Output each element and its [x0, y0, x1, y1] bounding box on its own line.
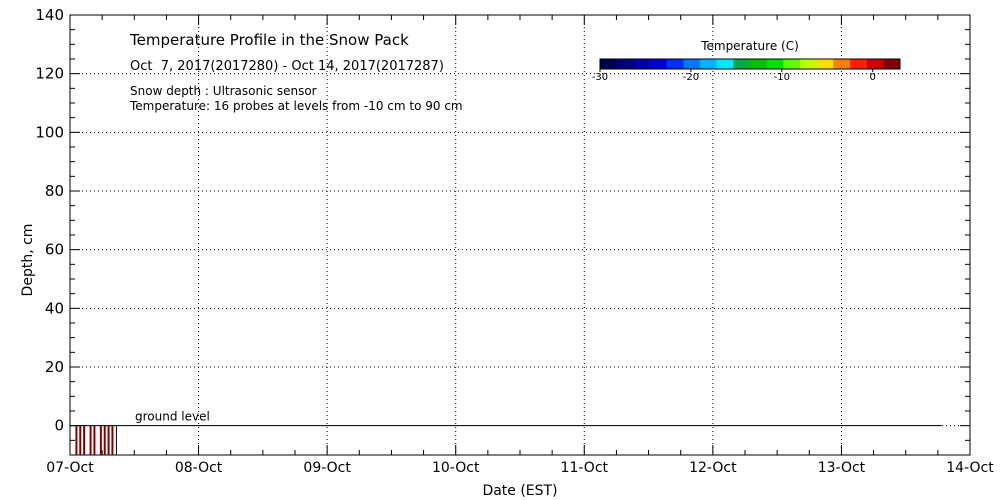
temperature-strip [103, 425, 106, 455]
x-tick-label: 10-Oct [432, 460, 480, 476]
colorbar-cell [850, 59, 867, 69]
ground-level-label: ground level [135, 410, 210, 424]
chart-title: Temperature Profile in the Snow Pack [129, 31, 409, 49]
colorbar-frame [599, 58, 901, 70]
colorbar-cell [700, 59, 717, 69]
temperature-strip [75, 425, 78, 455]
temperature-strip [83, 425, 86, 455]
x-axis-label: Date (EST) [482, 483, 557, 499]
y-tick-label: 120 [35, 65, 64, 83]
date-range: Oct 7, 2017(2017280) - Oct 14, 2017(2017… [130, 59, 444, 74]
colorbar-title: Temperature (C) [700, 39, 799, 53]
colorbar-tick-label: -20 [683, 72, 699, 83]
colorbar-cell [816, 59, 834, 69]
x-tick-label: 07-Oct [46, 460, 94, 476]
y-tick-label: 20 [45, 358, 64, 376]
y-tick-label: 60 [45, 241, 64, 259]
colorbar-cell [766, 59, 784, 69]
x-tick-label: 14-Oct [946, 460, 994, 476]
colorbar-cell [733, 59, 751, 69]
x-tick-labels: 07-Oct 08-Oct 09-Oct 10-Oct 11-Oct 12-Oct 13-O… [46, 460, 994, 476]
temperature-strip [107, 425, 110, 455]
colorbar-cell [883, 59, 901, 69]
grid [70, 15, 970, 455]
snow-depth-note: Snow depth : Ultrasonic sensor [130, 84, 317, 98]
temperature-strip [89, 425, 92, 455]
colorbar: Temperature (C) -30 -20 -10 0 [592, 39, 901, 83]
colorbar-cell [683, 59, 701, 69]
y-tick-label: 40 [45, 299, 64, 317]
y-tick-labels: 0 20 40 60 80 100 120 140 [35, 6, 64, 435]
temperature-note: Temperature: 16 probes at levels from -1… [129, 99, 463, 113]
colorbar-tick-label: -10 [774, 72, 790, 83]
colorbar-cell [750, 59, 767, 69]
y-tick-label: 140 [35, 6, 64, 24]
colorbar-cells [599, 58, 901, 70]
colorbar-cell [833, 59, 851, 69]
y-tick-label: 80 [45, 182, 64, 200]
colorbar-cell [783, 59, 801, 69]
temperature-strips [75, 425, 117, 455]
x-tick-label: 11-Oct [561, 460, 609, 476]
colorbar-tick-label: -30 [592, 72, 608, 83]
colorbar-cell [666, 59, 684, 69]
colorbar-cell [650, 59, 667, 69]
colorbar-cell [800, 59, 817, 69]
y-tick-label: 0 [54, 417, 64, 435]
colorbar-cell [633, 59, 651, 69]
minor-ticks [69, 14, 971, 456]
plot-frame [69, 14, 971, 456]
colorbar-ticks: -30 -20 -10 0 [592, 69, 876, 83]
y-axis-label: Depth, cm [20, 224, 36, 297]
colorbar-cell [716, 59, 734, 69]
colorbar-tick-label: 0 [870, 72, 876, 83]
temperature-strip [111, 425, 114, 455]
temperature-strip [99, 425, 102, 455]
colorbar-cell [616, 59, 634, 69]
x-tick-label: 09-Oct [303, 460, 351, 476]
y-tick-label: 100 [35, 123, 64, 141]
x-tick-label: 13-Oct [818, 460, 866, 476]
x-tick-label: 08-Oct [175, 460, 223, 476]
temperature-strip [79, 425, 82, 455]
x-tick-label: 12-Oct [689, 460, 737, 476]
colorbar-cell [600, 59, 617, 69]
colorbar-cell [866, 59, 884, 69]
temperature-strip [93, 425, 96, 455]
